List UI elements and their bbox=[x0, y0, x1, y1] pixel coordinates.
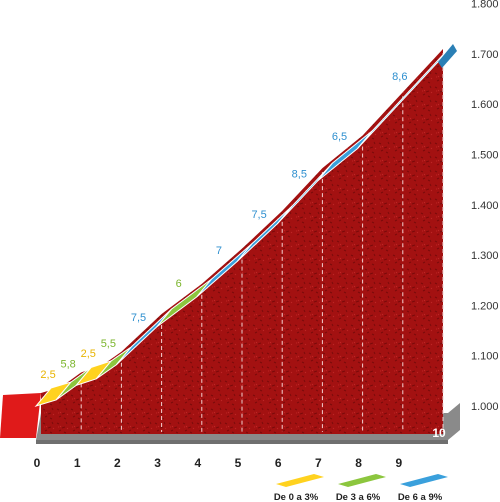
y-tick-label: 1.600 bbox=[471, 99, 499, 111]
gradient-label: 2,5 bbox=[81, 348, 96, 360]
gradient-label: 7,5 bbox=[131, 312, 146, 324]
x-tick-label: 3 bbox=[154, 456, 161, 470]
gradient-label: 5,8 bbox=[61, 359, 76, 371]
legend-label: De 6 a 9% bbox=[398, 492, 443, 502]
legend-swatch bbox=[400, 474, 448, 487]
y-tick-label: 1.400 bbox=[471, 200, 499, 212]
x-tick-label: 1 bbox=[74, 456, 81, 470]
legend-swatch bbox=[276, 474, 324, 487]
gradient-label: 2,5 bbox=[40, 369, 55, 381]
elevation-fill bbox=[41, 48, 443, 435]
x-tick-label: 5 bbox=[235, 456, 242, 470]
x-tick-label: 9 bbox=[395, 456, 402, 470]
x-tick-label: 10 bbox=[432, 426, 446, 440]
base-slab-edge bbox=[36, 440, 448, 444]
x-tick-label: 6 bbox=[275, 456, 282, 470]
gradient-label: 8,5 bbox=[292, 169, 307, 181]
gradient-label: 5,5 bbox=[101, 338, 116, 350]
x-tick-label: 8 bbox=[355, 456, 362, 470]
gradient-label: 7 bbox=[216, 245, 222, 257]
start-front-block bbox=[0, 393, 41, 438]
legend-swatch bbox=[338, 474, 386, 487]
gradient-label: 6,5 bbox=[332, 131, 347, 143]
x-tick-label: 4 bbox=[194, 456, 201, 470]
gradient-label: 8,6 bbox=[392, 71, 407, 83]
ribbon-end-cap bbox=[438, 43, 457, 68]
x-tick-label: 7 bbox=[315, 456, 322, 470]
legend-label: De 3 a 6% bbox=[336, 492, 381, 502]
y-tick-label: 1.800 bbox=[471, 0, 499, 11]
gradient-label: 7,5 bbox=[251, 209, 266, 221]
y-tick-label: 1.500 bbox=[471, 150, 499, 162]
y-tick-label: 1.700 bbox=[471, 49, 499, 61]
y-tick-label: 1.000 bbox=[471, 401, 499, 413]
y-tick-label: 1.200 bbox=[471, 300, 499, 312]
y-tick-label: 1.100 bbox=[471, 351, 499, 363]
legend-label: De 0 a 3% bbox=[274, 492, 319, 502]
gradient-label: 6 bbox=[176, 278, 182, 290]
y-tick-label: 1.300 bbox=[471, 250, 499, 262]
x-tick-label: 0 bbox=[34, 456, 41, 470]
x-tick-label: 2 bbox=[114, 456, 121, 470]
